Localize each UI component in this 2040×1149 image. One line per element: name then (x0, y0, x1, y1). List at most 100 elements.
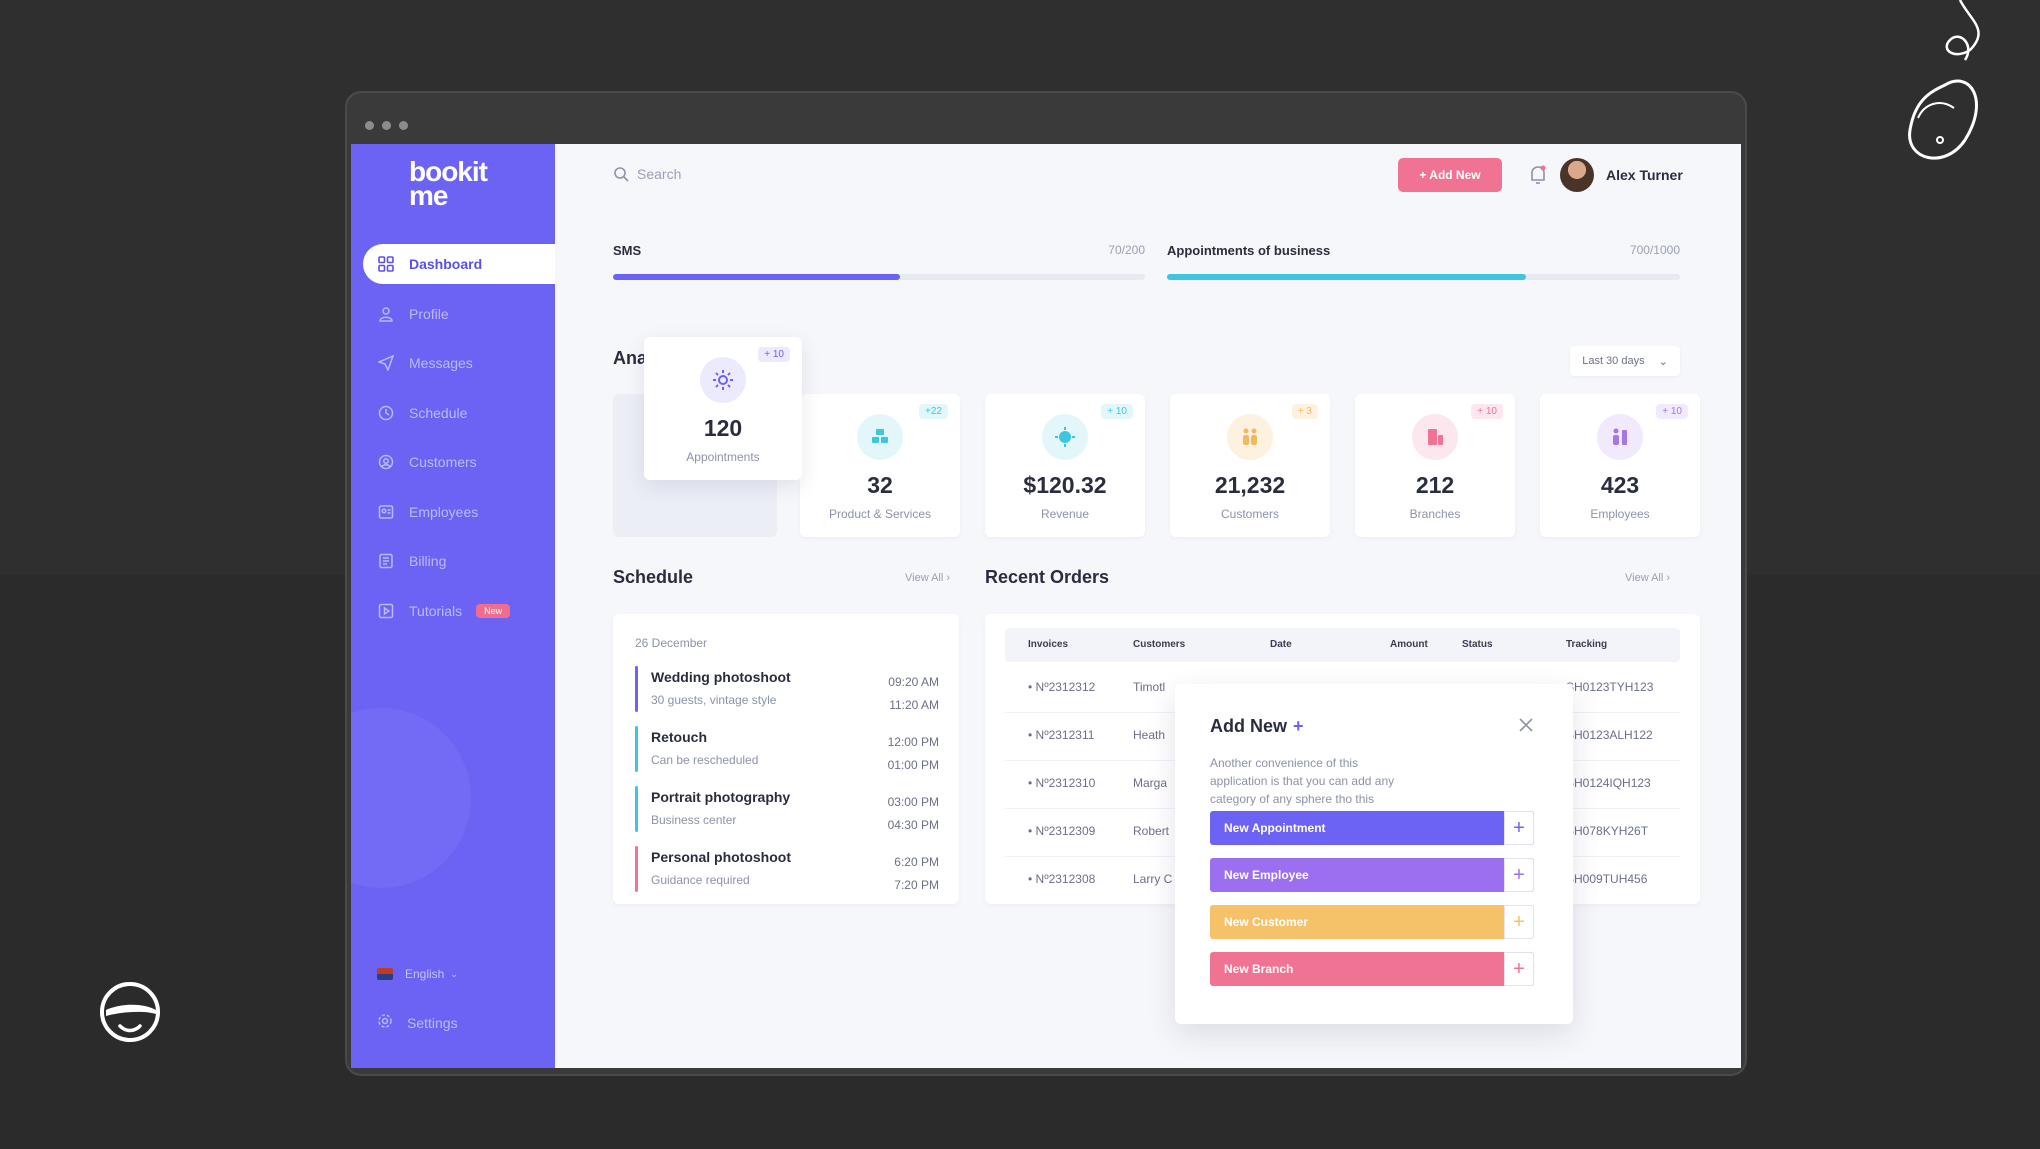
logo[interactable]: bookit me (409, 156, 488, 210)
schedule-item[interactable]: Personal photoshoot Guidance required 6:… (635, 846, 939, 892)
customer-cell: Heath (1133, 728, 1166, 742)
window-dot-icon[interactable] (399, 121, 408, 130)
schedule-date: 26 December (635, 636, 708, 650)
stat-value: $120.32 (1023, 472, 1107, 498)
schedule-item-subtitle: Business center (651, 813, 737, 827)
column-header[interactable]: Amount (1390, 639, 1428, 650)
new-employee-button[interactable]: New Employee + (1210, 858, 1534, 892)
schedule-item[interactable]: Wedding photoshoot 30 guests, vintage st… (635, 666, 939, 712)
column-header[interactable]: Customers (1133, 639, 1186, 650)
sidebar-item-label: Messages (409, 355, 473, 371)
stat-card-products[interactable]: 32 Product & Services +22 (800, 394, 960, 537)
stat-delta: + 10 (1656, 404, 1688, 419)
stat-card-branches[interactable]: 212 Branches + 10 (1355, 394, 1515, 537)
search-bar[interactable]: Search (613, 166, 681, 182)
appointments-count: 700/1000 (1629, 243, 1680, 257)
schedule-item-title: Retouch (651, 729, 707, 745)
stat-delta: + 3 (1291, 404, 1318, 419)
bell-icon[interactable] (1528, 164, 1548, 186)
schedule-item-times: 6:20 PM 7:20 PM (894, 851, 939, 897)
date-range-value: Last 30 days (1582, 355, 1645, 367)
chevron-down-icon: ⌄ (1658, 355, 1668, 368)
date-range-select[interactable]: Last 30 days ⌄ (1570, 346, 1680, 376)
tracking-cell: SH009TUH456 (1566, 872, 1648, 886)
language-select[interactable]: English ⌄ (377, 967, 458, 981)
sidebar-item-employees[interactable]: Employees (363, 492, 555, 532)
orders-view-all-link[interactable]: View All › (1625, 572, 1671, 584)
sidebar-item-label: Employees (409, 503, 479, 520)
close-icon[interactable] (1519, 718, 1533, 732)
modal-title-text: Add New (1210, 716, 1288, 736)
new-customer-button[interactable]: New Customer + (1210, 905, 1534, 939)
stat-label: Appointments (686, 450, 760, 464)
column-header[interactable]: Invoices (1028, 639, 1069, 650)
schedule-item-subtitle: Guidance required (651, 873, 750, 887)
end-time: 7:20 PM (894, 878, 939, 892)
sidebar-item-messages[interactable]: Messages (363, 343, 555, 383)
sidebar-item-settings[interactable]: Settings (377, 1013, 458, 1032)
people-icon (1227, 414, 1273, 460)
column-header[interactable]: Status (1462, 639, 1493, 650)
table-row[interactable]: • Nº2312311 Heath SH0123ALH122 (1005, 712, 1680, 761)
window-dot-icon[interactable] (382, 121, 391, 130)
stat-value: 21,232 (1214, 472, 1286, 498)
sms-progress-fill (613, 274, 901, 280)
schedule-color-bar (635, 786, 638, 832)
plus-icon[interactable]: + (1504, 858, 1534, 892)
user-name: Alex Turner (1606, 167, 1683, 183)
sms-progress: SMS 70/200 (613, 243, 1145, 280)
brand-mark-icon (100, 982, 160, 1042)
clock-icon (377, 404, 395, 422)
schedule-item-subtitle: 30 guests, vintage style (651, 693, 777, 707)
add-new-button[interactable]: + Add New (1398, 158, 1502, 192)
stat-value: 120 (703, 415, 743, 441)
plus-icon[interactable]: + (1504, 952, 1534, 986)
schedule-color-bar (635, 846, 638, 892)
new-appointment-button[interactable]: New Appointment + (1210, 811, 1534, 845)
sms-count: 70/200 (1108, 243, 1145, 257)
column-header[interactable]: Date (1270, 639, 1292, 650)
schedule-item[interactable]: Retouch Can be rescheduled 12:00 PM 01:00… (635, 726, 939, 772)
sidebar-bottom: English ⌄ Settings (377, 967, 458, 1032)
start-time: 6:20 PM (894, 855, 939, 869)
plus-icon[interactable]: + (1504, 811, 1534, 845)
tracking-cell: SH0123ALH122 (1566, 728, 1653, 742)
appointments-progress: Appointments of business 700/1000 (1167, 243, 1680, 280)
sidebar-item-schedule[interactable]: Schedule (363, 393, 555, 433)
sidebar-item-profile[interactable]: Profile (363, 294, 555, 334)
schedule-view-all-link[interactable]: View All › (905, 572, 951, 584)
table-row[interactable]: • Nº2312308 Larry C SH009TUH456 (1005, 856, 1680, 904)
stat-card-appointments[interactable]: 120 Appointments + 10 (644, 337, 802, 480)
stat-label: Employees (1590, 507, 1650, 521)
search-input[interactable]: Search (637, 166, 682, 182)
schedule-item-times: 12:00 PM 01:00 PM (888, 731, 939, 777)
start-time: 12:00 PM (887, 735, 939, 749)
stat-card-employees[interactable]: 423 Employees + 10 (1540, 394, 1700, 537)
schedule-color-bar (635, 666, 638, 712)
building-icon (1412, 414, 1458, 460)
schedule-item-title: Portrait photography (651, 789, 791, 805)
avatar (1560, 158, 1594, 192)
logo-line-1: bookit (409, 156, 488, 187)
plus-icon[interactable]: + (1504, 905, 1534, 939)
sidebar-item-billing[interactable]: Billing (363, 541, 555, 581)
sidebar-item-label: Dashboard (409, 256, 483, 272)
window-dot-icon[interactable] (365, 121, 374, 130)
new-branch-button[interactable]: New Branch + (1210, 952, 1534, 986)
button-label: New Branch (1224, 962, 1294, 976)
sidebar-item-customers[interactable]: Customers (363, 442, 555, 482)
sidebar-item-dashboard[interactable]: Dashboard (363, 244, 555, 284)
settings-label: Settings (407, 1014, 458, 1031)
app: bookit me Dashboard Profile Messages (351, 144, 1741, 1068)
tracking-cell: SH0123TYH123 (1566, 680, 1654, 694)
user-menu[interactable]: Alex Turner (1560, 158, 1683, 192)
id-card-icon (377, 503, 395, 521)
stat-card-revenue[interactable]: $120.32 Revenue + 10 (985, 394, 1145, 537)
window-controls (365, 121, 408, 130)
schedule-item[interactable]: Portrait photography Business center 03:… (635, 786, 939, 832)
column-header[interactable]: Tracking (1566, 639, 1608, 650)
stat-label: Product & Services (828, 507, 932, 521)
stat-card-customers[interactable]: 21,232 Customers + 3 (1170, 394, 1330, 537)
browser-window: bookit me Dashboard Profile Messages (347, 93, 1745, 1074)
sidebar-item-tutorials[interactable]: Tutorials New (363, 591, 555, 631)
